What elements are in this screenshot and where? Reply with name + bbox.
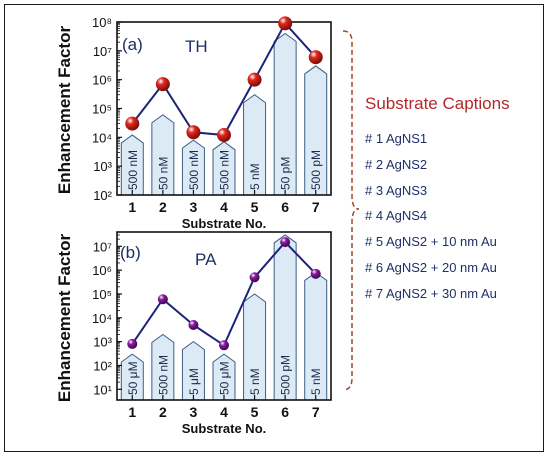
captions-bracket [342, 30, 360, 391]
caption-item-7: # 7 AgNS2 + 30 nm Au [365, 285, 497, 301]
caption-item-1: # 1 AgNS1 [365, 131, 428, 146]
y-tick-label: 10¹ [93, 382, 112, 397]
x-tick-label-1: 1 [128, 404, 136, 420]
x-tick-label-5: 5 [251, 404, 259, 420]
bar-label-6: 50 pM [279, 157, 293, 190]
data-point-1 [125, 116, 140, 131]
y-tick-label: 10⁷ [93, 239, 112, 254]
x-tick-label-2: 2 [159, 199, 167, 215]
y-axis-label-a: Enhancement Factor [55, 26, 74, 195]
panel-title-a: TH [185, 37, 208, 56]
bar-label-6: 500 pM [279, 355, 293, 395]
x-tick-label-1: 1 [128, 199, 136, 215]
data-point-3 [188, 319, 199, 330]
x-tick-label-5: 5 [251, 199, 259, 215]
x-tick-label-6: 6 [281, 199, 289, 215]
bar-label-1: 500 nM [126, 150, 140, 190]
bar-label-5: 5 nM [248, 368, 262, 395]
panel-b-pa: Enhancement Factor Substrate No. (b) PA … [55, 231, 332, 436]
x-tick-label-4: 4 [220, 404, 228, 420]
data-point-7 [310, 268, 321, 279]
caption-item-4: # 4 AgNS4 [365, 208, 428, 224]
y-tick-label: 10⁸ [92, 15, 112, 30]
y-tick-label: 10⁶ [92, 263, 112, 278]
x-tick-label-6: 6 [281, 404, 289, 420]
x-axis-label-a: Substrate No. [182, 216, 267, 231]
panel-a-th: Enhancement Factor Substrate No. (a) TH … [55, 15, 332, 231]
data-point-1 [127, 338, 138, 349]
x-tick-label-7: 7 [312, 404, 320, 420]
bar-label-4: 50 μM [218, 361, 232, 395]
data-point-4 [217, 128, 231, 143]
captions-title: Substrate Captions [365, 94, 510, 113]
bar-label-3: 500 nM [187, 150, 201, 190]
panel-label-a: (a) [122, 35, 143, 54]
x-tick-label-3: 3 [190, 404, 198, 420]
bar-label-2: 500 nM [156, 355, 170, 395]
y-tick-label: 10² [93, 358, 112, 373]
data-point-4 [219, 340, 229, 351]
y-tick-label: 10³ [93, 335, 112, 350]
y-tick-label: 10⁴ [92, 130, 112, 145]
caption-item-3: # 3 AgNS3 [365, 182, 428, 198]
y-tick-label: 10² [93, 188, 112, 203]
bar-label-1: 50 μM [126, 361, 140, 395]
data-point-6 [280, 237, 291, 248]
x-tick-label-7: 7 [312, 199, 320, 215]
data-point-5 [249, 272, 260, 283]
data-point-3 [186, 125, 201, 140]
y-tick-label: 10⁵ [92, 102, 112, 117]
y-tick-label: 10⁷ [93, 44, 112, 59]
y-tick-label: 10⁶ [92, 73, 112, 88]
panel-label-b: (b) [120, 243, 141, 262]
caption-item-2: # 2 AgNS2 [365, 156, 428, 172]
data-point-7 [308, 50, 323, 65]
caption-item-6: # 6 AgNS2 + 20 nm Au [365, 259, 497, 275]
y-tick-label: 10³ [93, 159, 112, 174]
figure-frame [4, 4, 544, 452]
panel-title-b: PA [195, 250, 217, 269]
x-tick-label-4: 4 [220, 199, 228, 215]
y-axis-label-b: Enhancement Factor [55, 234, 74, 403]
bar-label-7: 500 pM [309, 150, 323, 190]
data-point-2 [157, 294, 168, 305]
bar-label-4: 500 nM [218, 150, 232, 190]
y-tick-label: 10⁵ [92, 287, 112, 302]
bar-label-3: 5 μM [187, 368, 201, 395]
caption-item-5: # 5 AgNS2 + 10 nm Au [365, 234, 497, 250]
bar-label-5: 5 nM [248, 163, 262, 190]
substrate-captions: Substrate Captions # 1 AgNS1 # 2 AgNS2 #… [365, 94, 510, 307]
data-point-6 [278, 16, 293, 31]
bar-label-2: 50 nM [156, 157, 170, 190]
x-tick-label-3: 3 [190, 199, 198, 215]
x-tick-label-2: 2 [159, 404, 167, 420]
data-point-5 [247, 72, 262, 87]
data-point-2 [155, 77, 170, 92]
bar-label-7: 5 nM [309, 368, 323, 395]
y-tick-label: 10⁴ [92, 311, 112, 326]
x-axis-label-b: Substrate No. [182, 421, 267, 436]
